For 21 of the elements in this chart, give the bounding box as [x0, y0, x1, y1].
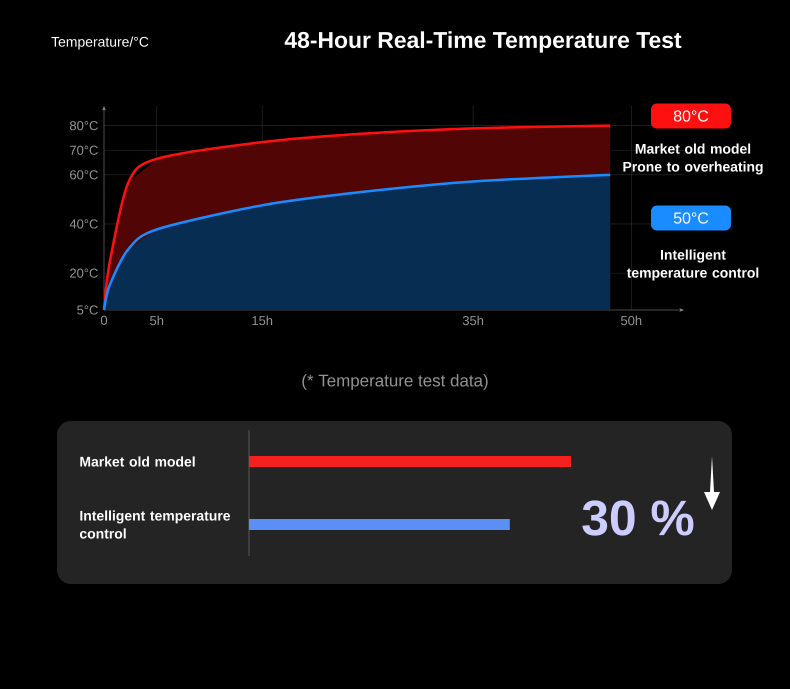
y-tick-label: 40°C	[70, 219, 98, 229]
text: (* Temperature test data)	[302, 374, 488, 390]
series-label: Intelligent temperature control	[626, 250, 758, 280]
text: 30 %	[582, 500, 694, 536]
x-tick-label: 35h	[462, 316, 484, 326]
annotation: 50°C	[674, 212, 708, 224]
x-tick-label: 0	[100, 316, 108, 325]
y-tick-label: 80°C	[70, 121, 98, 130]
chart-title: 48-Hour Real-Time Temperature Test	[284, 31, 682, 53]
x-tick-label: 5h	[150, 316, 164, 326]
y-tick-label: 60°C	[70, 170, 98, 180]
y-tick-label: 20°C	[70, 268, 98, 278]
x-tick-label: 50h	[620, 316, 642, 326]
y-tick-label: Market old model	[80, 456, 195, 467]
y-tick-label: 5°C	[77, 305, 98, 315]
y-tick-label: Intelligent temperature control	[80, 510, 230, 539]
series-label: Market old model Prone to overheating	[623, 143, 763, 174]
x-tick-label: 15h	[252, 316, 272, 326]
y-axis-title: Temperature/°C	[51, 36, 148, 50]
y-tick-label: 70°C	[70, 146, 98, 155]
annotation: 80°C	[674, 110, 708, 122]
